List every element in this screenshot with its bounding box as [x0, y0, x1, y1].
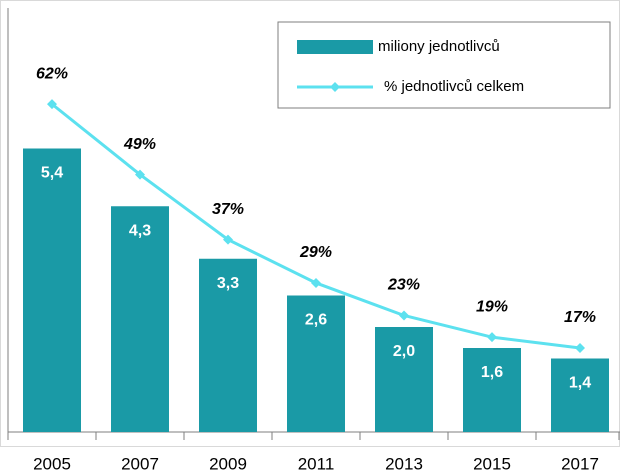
bar-value-label: 1,6	[481, 364, 503, 381]
line-value-label: 19%	[476, 298, 508, 315]
bar	[23, 148, 81, 432]
legend-swatch	[297, 40, 373, 54]
x-tick-label: 2013	[385, 454, 423, 473]
bar	[551, 358, 609, 432]
x-tick-label: 2007	[121, 454, 159, 473]
line-marker	[575, 343, 585, 353]
legend-marker	[330, 82, 340, 92]
x-tick-label: 2009	[209, 454, 247, 473]
line-value-label: 37%	[212, 201, 244, 218]
bar	[463, 348, 521, 432]
legend-label: % jednotlivců celkem	[384, 78, 524, 95]
legend	[277, 21, 611, 109]
bar-value-label: 3,3	[217, 275, 239, 292]
line-marker	[399, 310, 409, 321]
line-value-label: 17%	[564, 309, 596, 326]
line-marker	[223, 234, 233, 245]
x-tick-label: 2015	[473, 454, 511, 473]
bar	[287, 295, 345, 432]
line-marker	[311, 277, 321, 288]
bar	[375, 327, 433, 432]
bar-value-label: 2,6	[305, 312, 327, 329]
legend-label: miliony jednotlivců	[378, 38, 500, 55]
line-marker	[135, 169, 145, 180]
line-value-label: 23%	[387, 277, 420, 294]
bar-value-label: 2,0	[393, 343, 415, 360]
line-value-label: 62%	[36, 65, 68, 82]
line-value-label: 29%	[299, 244, 332, 261]
x-tick-label: 2005	[33, 454, 71, 473]
bar-value-label: 4,3	[129, 222, 151, 239]
bar	[111, 206, 169, 432]
x-tick-label: 2011	[298, 454, 335, 473]
line-marker	[487, 332, 497, 343]
line-marker	[47, 99, 57, 110]
bar-value-label: 5,4	[41, 165, 63, 182]
bar-value-label: 1,4	[569, 375, 591, 392]
line-value-label: 49%	[123, 136, 156, 153]
x-tick-label: 2017	[561, 454, 599, 473]
bar	[199, 258, 257, 432]
